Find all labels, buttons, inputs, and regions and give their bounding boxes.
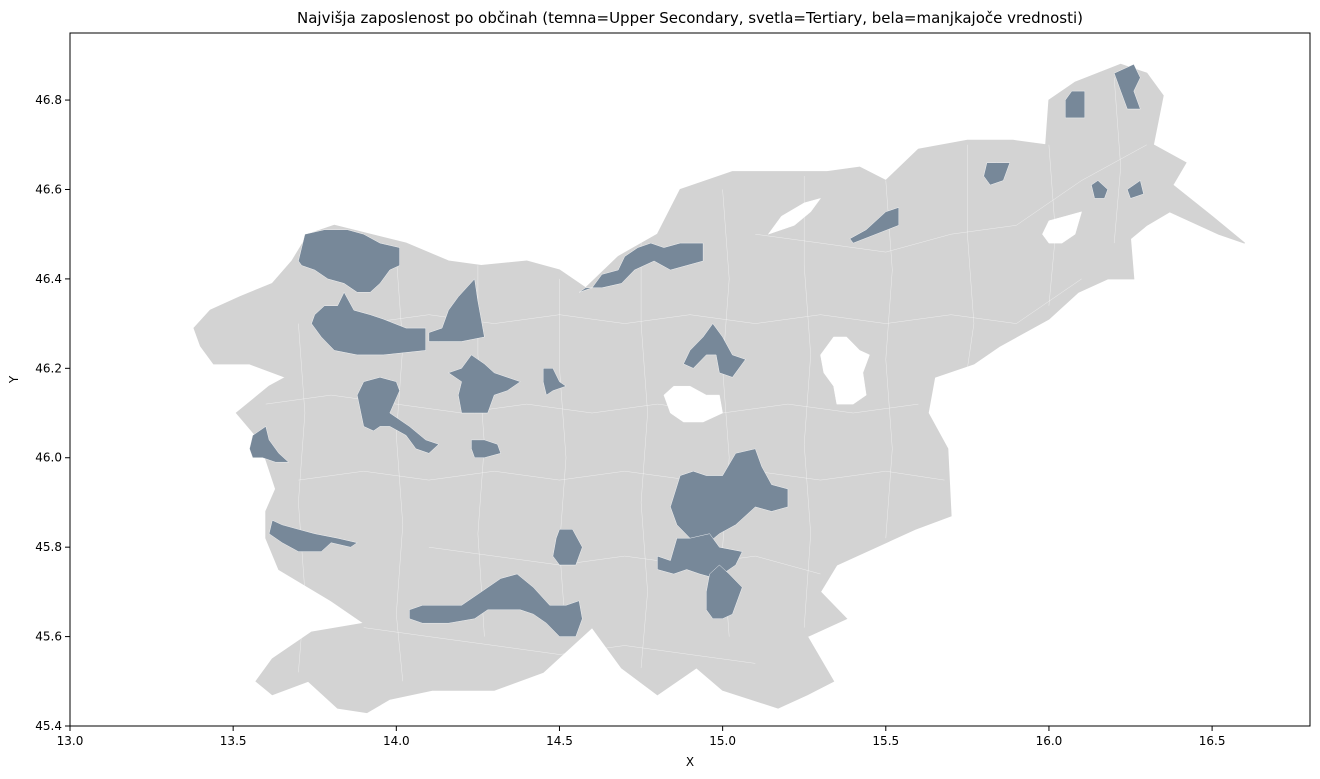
municipality-upper-secondary — [1065, 90, 1085, 119]
y-tick-label: 46.4 — [35, 272, 62, 286]
municipality-border — [755, 144, 1147, 253]
municipality-upper-secondary — [428, 278, 485, 342]
municipality-border — [1113, 77, 1121, 244]
y-tick-label: 45.6 — [35, 630, 62, 644]
municipality-upper-secondary — [409, 573, 583, 637]
x-tick-label: 14.0 — [383, 734, 410, 748]
x-tick-label: 15.5 — [872, 734, 899, 748]
municipality-border — [363, 627, 756, 664]
municipality-border — [363, 278, 1082, 324]
y-tick-label: 45.4 — [35, 719, 62, 733]
municipality-border — [803, 176, 811, 628]
x-tick-label: 16.0 — [1036, 734, 1063, 748]
municipality-border — [885, 180, 893, 539]
municipality-upper-secondary — [983, 162, 1011, 186]
x-axis-label: X — [686, 755, 694, 769]
municipality-border — [428, 546, 821, 575]
municipality-border — [967, 144, 975, 369]
municipality-missing — [1042, 211, 1082, 244]
municipality-upper-secondary — [849, 207, 899, 244]
municipality-upper-secondary — [249, 426, 290, 463]
municipality-border — [640, 234, 648, 668]
municipality-missing — [820, 336, 870, 405]
y-tick-label: 46.8 — [35, 93, 62, 107]
municipality-upper-secondary — [471, 439, 501, 458]
x-tick-label: 15.0 — [709, 734, 736, 748]
municipality-upper-secondary — [578, 242, 704, 293]
municipality-upper-secondary — [1113, 64, 1141, 110]
municipality-upper-secondary — [356, 377, 440, 454]
y-axis-label: Y — [7, 375, 21, 384]
x-tick-label: 16.5 — [1199, 734, 1226, 748]
y-tick-label: 46.0 — [35, 451, 62, 465]
municipality-upper-secondary — [1091, 180, 1108, 199]
y-tick-label: 45.8 — [35, 540, 62, 554]
y-axis-ticks: 45.4 45.6 45.8 46.0 46.2 46.4 46.6 46.8 — [35, 93, 70, 733]
municipality-upper-secondary — [706, 564, 743, 619]
municipality-border — [298, 470, 945, 481]
municipality-missing — [663, 385, 723, 423]
x-tick-label: 14.5 — [546, 734, 573, 748]
municipality-upper-secondary — [268, 520, 358, 552]
municipality-upper-secondary — [311, 291, 426, 356]
municipality-upper-secondary — [543, 368, 567, 396]
y-tick-label: 46.6 — [35, 182, 62, 196]
municipality-border — [298, 323, 306, 673]
municipality-upper-secondary — [1127, 180, 1144, 199]
x-tick-label: 13.0 — [57, 734, 84, 748]
municipality-upper-secondary — [683, 323, 746, 378]
municipality-upper-secondary — [448, 354, 521, 414]
chart-title: Najvišja zaposlenost po občinah (temna=U… — [297, 9, 1083, 27]
municipality-upper-secondary — [298, 229, 400, 293]
country-area-tertiary — [193, 63, 1246, 714]
municipality-upper-secondary — [552, 529, 583, 566]
x-tick-label: 13.5 — [220, 734, 247, 748]
y-tick-label: 46.2 — [35, 361, 62, 375]
municipality-missing — [767, 197, 822, 235]
map-layer — [193, 63, 1246, 714]
municipality-border — [559, 278, 567, 637]
x-axis-ticks: 13.0 13.5 14.0 14.5 15.0 15.5 16.0 16.5 — [57, 726, 1226, 748]
plot-frame — [69, 32, 1311, 727]
